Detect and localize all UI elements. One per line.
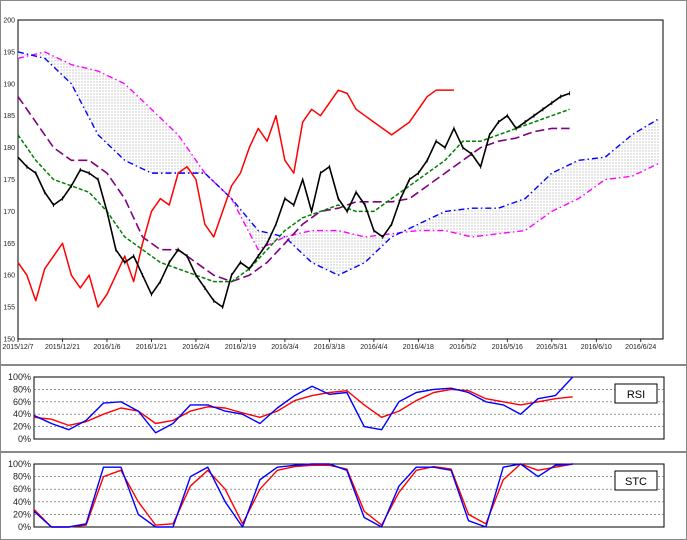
rsi-y-tick-label: 100%: [8, 372, 31, 382]
x-tick-label: 2015/12/7: [2, 344, 33, 351]
spanA-line: [17, 51, 659, 251]
x-tick-label: 2016/2/4: [182, 344, 209, 351]
stc-y-tick-label: 20%: [13, 509, 31, 519]
x-tick-label: 2016/6/24: [625, 344, 656, 351]
x-tick-label: 2016/3/4: [271, 344, 298, 351]
x-tick-label: 2016/6/10: [581, 344, 612, 351]
stc-y-tick-label: 80%: [13, 472, 31, 482]
x-tick-label: 2016/5/31: [536, 344, 567, 351]
rsi-slow-line: [33, 388, 573, 427]
x-tick-label: 2015/12/21: [45, 344, 80, 351]
stc-fast-line: [33, 463, 573, 528]
rsi-y-tick-label: 60%: [13, 397, 31, 407]
y-tick-label: 155: [3, 305, 15, 312]
x-tick-label: 2016/2/19: [225, 344, 256, 351]
y-tick-label: 195: [3, 49, 15, 56]
y-tick-label: 180: [3, 145, 15, 152]
rsi-y-tick-label: 0%: [18, 434, 31, 444]
stc-y-tick-label: 40%: [13, 497, 31, 507]
base-line: [17, 96, 570, 283]
stc-y-tick-label: 60%: [13, 484, 31, 494]
stc-plot-area: [33, 463, 665, 528]
main-y-axis: 150 155 160 165 170 175 180 185 190 195 200: [3, 18, 15, 344]
rsi-panel: 0% 20% 40% 60% 80% 100% RSI: [0, 365, 687, 452]
stc-legend-label: STC: [625, 476, 647, 488]
rsi-legend: RSI: [614, 383, 658, 404]
stc-lines: [33, 463, 573, 528]
x-tick-label: 2016/5/2: [449, 344, 476, 351]
rsi-y-tick-label: 20%: [13, 422, 31, 432]
ichimoku-panel: 150 155 160 165 170 175 180 185 190 195 200 2015/1…: [0, 0, 687, 365]
stc-panel: 0% 20% 40% 60% 80% 100% STC: [0, 452, 687, 540]
rsi-grid: 0% 20% 40% 60% 80% 100%: [8, 372, 664, 444]
y-tick-label: 175: [3, 177, 15, 184]
ichimoku-lines: [17, 51, 659, 310]
x-tick-label: 2016/1/6: [93, 344, 120, 351]
stc-y-tick-label: 0%: [18, 522, 31, 532]
rsi-y-tick-label: 80%: [13, 384, 31, 394]
x-tick-label: 2016/1/21: [136, 344, 167, 351]
lagging-line: [17, 89, 454, 308]
main-x-axis: 2015/12/7 2015/12/21 2016/1/6 2016/1/21 2016…: [2, 339, 656, 351]
spanB-line: [17, 51, 659, 276]
ichimoku-plot-area: [17, 19, 664, 340]
stc-y-tick-label: 100%: [8, 459, 31, 469]
y-tick-label: 160: [3, 273, 15, 280]
y-tick-label: 165: [3, 241, 15, 248]
y-tick-label: 200: [3, 18, 15, 25]
y-tick-label: 170: [3, 209, 15, 216]
x-tick-label: 2016/4/4: [360, 344, 387, 351]
rsi-lines: [33, 376, 574, 434]
y-tick-label: 185: [3, 113, 15, 120]
rsi-legend-label: RSI: [627, 389, 645, 401]
x-tick-label: 2016/3/18: [314, 344, 345, 351]
stc-legend: STC: [614, 470, 658, 491]
cloud-area: [18, 51, 659, 276]
y-tick-label: 150: [3, 337, 15, 344]
rsi-fast-line: [33, 376, 574, 434]
x-tick-label: 2016/4/18: [403, 344, 434, 351]
rsi-y-tick-label: 40%: [13, 409, 31, 419]
conversion-line: [17, 108, 570, 283]
kumo-cloud: [18, 51, 659, 276]
rsi-plot-area: [33, 376, 665, 440]
x-tick-label: 2016/5/16: [492, 344, 523, 351]
y-tick-label: 190: [3, 81, 15, 88]
